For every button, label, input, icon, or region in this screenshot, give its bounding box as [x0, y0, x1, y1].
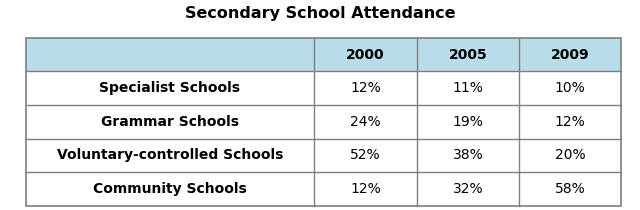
Text: 10%: 10% [555, 81, 586, 95]
Text: 38%: 38% [452, 148, 483, 162]
Text: 2009: 2009 [551, 48, 589, 62]
Text: 19%: 19% [452, 115, 483, 129]
Text: 12%: 12% [555, 115, 586, 129]
Text: Specialist Schools: Specialist Schools [99, 81, 241, 95]
Text: 11%: 11% [452, 81, 483, 95]
Text: 2000: 2000 [346, 48, 385, 62]
Text: Grammar Schools: Grammar Schools [101, 115, 239, 129]
Text: 12%: 12% [350, 182, 381, 196]
Text: 58%: 58% [555, 182, 586, 196]
Text: 12%: 12% [350, 81, 381, 95]
Text: Secondary School Attendance: Secondary School Attendance [185, 6, 455, 21]
Text: 32%: 32% [452, 182, 483, 196]
Text: 2005: 2005 [449, 48, 487, 62]
Text: 20%: 20% [555, 148, 586, 162]
Text: 52%: 52% [350, 148, 381, 162]
Text: Voluntary-controlled Schools: Voluntary-controlled Schools [57, 148, 283, 162]
Text: Community Schools: Community Schools [93, 182, 247, 196]
Text: 24%: 24% [350, 115, 381, 129]
